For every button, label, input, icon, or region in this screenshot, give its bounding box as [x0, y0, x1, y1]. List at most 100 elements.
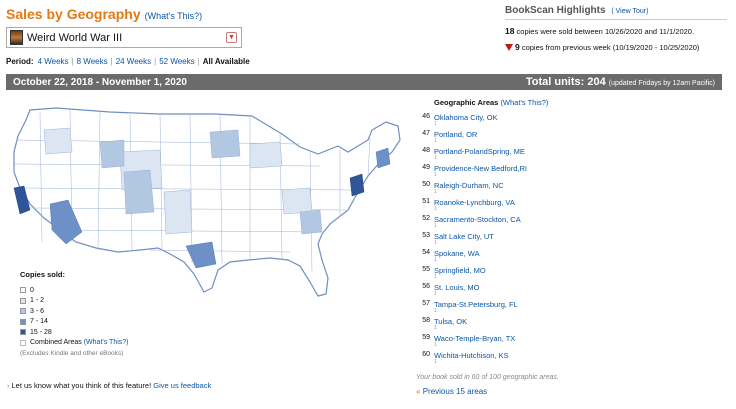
area-rank: 49 [422, 164, 430, 171]
list-item: 54 Spokane, WA 1 [418, 249, 718, 266]
legend-swatch [20, 297, 26, 304]
area-link[interactable]: Oklahoma City, OK [434, 113, 498, 122]
area-copies: 1 [434, 206, 437, 212]
us-outline [13, 107, 401, 297]
whats-this-link[interactable]: (What's This?) [144, 11, 203, 21]
area-link[interactable]: Raleigh-Durham, NC [434, 181, 504, 190]
page-title-text: Sales by Geography [6, 6, 141, 22]
list-item: 58 Tulsa, OK 1 [418, 317, 718, 334]
area-link[interactable]: Wichita-Hutchison, KS [434, 351, 509, 360]
us-sales-map[interactable] [0, 92, 412, 314]
area-rank: 47 [422, 130, 430, 137]
area-link[interactable]: Spokane, WA [434, 249, 480, 258]
area-copies: 1 [434, 308, 437, 314]
book-title: Weird World War III [27, 31, 123, 44]
highlights-header: BookScan Highlights ( View Tour) [505, 5, 727, 20]
region-mid [299, 209, 323, 235]
legend-combined: Combined Areas (What's This?) [20, 338, 180, 349]
period-separator: | [110, 57, 113, 66]
area-rank: 58 [422, 317, 430, 324]
list-item: 55 Springfield, MO 1 [418, 266, 718, 283]
area-link[interactable]: Portland, OR [434, 130, 478, 139]
area-link[interactable]: St. Louis, MO [434, 283, 480, 292]
region-mid [99, 139, 125, 169]
area-copies: 1 [434, 291, 437, 297]
legend-item: 15 - 28 [20, 327, 180, 338]
arrow-right-icon: › [7, 381, 10, 390]
legend-label: 3 - 6 [30, 307, 45, 315]
legend-label: 7 - 14 [30, 318, 48, 326]
geo-whats-this-link[interactable]: (What's This?) [500, 98, 549, 107]
legend-label: 15 - 28 [30, 328, 52, 336]
feedback-text: Let us know what you think of this featu… [11, 381, 152, 390]
date-range: October 22, 2018 - November 1, 2020 [13, 76, 187, 88]
area-rank: 59 [422, 334, 430, 341]
book-selector[interactable]: Weird World War III ▼ [6, 27, 242, 48]
area-copies: 1 [434, 240, 437, 246]
area-link[interactable]: Providence-New Bedford,RI [434, 164, 527, 173]
region-low [249, 141, 283, 169]
previous-areas-link[interactable]: Previous 15 areas [422, 387, 488, 396]
book-cover-thumbnail [10, 30, 23, 45]
period-separator: | [197, 57, 200, 66]
area-link[interactable]: Tulsa, OK [434, 317, 468, 326]
highlights-current-week: 18 copies were sold between 10/26/2020 a… [505, 26, 727, 36]
period-52-weeks[interactable]: 52 Weeks [159, 57, 195, 66]
give-feedback-link[interactable]: Give us feedback [153, 381, 212, 390]
period-8-weeks[interactable]: 8 Weeks [76, 57, 108, 66]
area-rank: 57 [422, 300, 430, 307]
list-item: 48 Portland-PolandSpring, ME 1 [418, 147, 718, 164]
list-item: 56 St. Louis, MO 1 [418, 283, 718, 300]
area-copies: 1 [434, 359, 437, 365]
total-units-note: (updated Fridays by 12am Pacific) [608, 80, 715, 87]
area-rank: 55 [422, 266, 430, 273]
legend-label: 1 - 2 [30, 297, 45, 305]
period-24-weeks[interactable]: 24 Weeks [115, 57, 152, 66]
region-high [375, 147, 391, 169]
legend-swatch [20, 339, 26, 346]
period-4-weeks[interactable]: 4 Weeks [37, 57, 69, 66]
area-link[interactable]: Roanoke-Lynchburg, VA [434, 198, 515, 207]
current-week-text: copies were sold between 10/26/2020 and … [514, 27, 695, 36]
area-rank: 52 [422, 215, 430, 222]
chevron-down-icon[interactable]: ▼ [226, 32, 237, 43]
area-link[interactable]: Waco-Temple-Bryan, TX [434, 334, 516, 343]
map-legend: Copies sold: 0 1 - 2 3 - 6 7 - 14 15 - 2… [20, 270, 180, 357]
list-item: 49 Providence-New Bedford,RI 1 [418, 164, 718, 181]
area-copies: 1 [434, 121, 437, 127]
area-rank: 60 [422, 351, 430, 358]
total-units: Total units: 204 (updated Fridays by 12a… [526, 76, 715, 88]
view-tour-link[interactable]: ( View Tour) [611, 8, 649, 15]
sold-areas-note: Your book sold in 60 of 100 geographic a… [416, 374, 559, 381]
list-item: 51 Roanoke-Lynchburg, VA 1 [418, 198, 718, 215]
legend-swatch [20, 329, 26, 336]
area-link[interactable]: Springfield, MO [434, 266, 486, 275]
region-mid [123, 169, 155, 215]
list-item: 60 Wichita-Hutchison, KS 1 [418, 351, 718, 368]
area-copies: 1 [434, 274, 437, 280]
area-link[interactable]: Salt Lake City, UT [434, 232, 494, 241]
area-copies: 1 [434, 257, 437, 263]
previous-areas: « Previous 15 areas [416, 387, 487, 396]
legend-swatch [20, 308, 26, 315]
period-separator: | [71, 57, 74, 66]
geographic-areas-title: Geographic Areas [434, 98, 499, 107]
area-link[interactable]: Tampa-St.Petersburg, FL [434, 300, 518, 309]
feedback-line: › Let us know what you think of this feat… [7, 381, 211, 390]
area-copies: 1 [434, 172, 437, 178]
area-copies: 1 [434, 189, 437, 195]
area-link[interactable]: Sacramento-Stockton, CA [434, 215, 521, 224]
list-item: 46 Oklahoma City, OK 1 [418, 113, 718, 130]
area-rank: 50 [422, 181, 430, 188]
area-link[interactable]: Portland-PolandSpring, ME [434, 147, 525, 156]
area-rank: 46 [422, 113, 430, 120]
area-copies: 1 [434, 223, 437, 229]
combined-whats-this-link[interactable]: (What's This?) [83, 339, 129, 347]
area-rank: 54 [422, 249, 430, 256]
list-item: 53 Salt Lake City, UT 1 [418, 232, 718, 249]
legend-item: 3 - 6 [20, 306, 180, 317]
region-top [13, 185, 31, 215]
period-all-available[interactable]: All Available [202, 57, 250, 66]
highlights-title: BookScan Highlights [505, 5, 606, 16]
region-low [163, 189, 193, 235]
